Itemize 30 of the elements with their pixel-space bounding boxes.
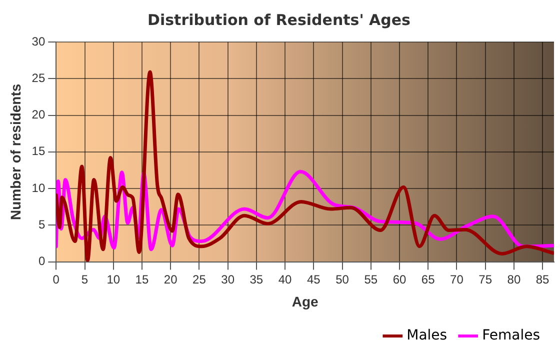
x-tick-label: 15 (135, 272, 149, 286)
x-tick-label: 5 (81, 272, 88, 286)
x-tick-label: 80 (507, 272, 521, 286)
x-tick-label: 55 (364, 272, 378, 286)
x-tick-label: 65 (421, 272, 436, 286)
x-tick-label: 40 (278, 272, 292, 286)
x-tick-label: 70 (450, 272, 464, 286)
y-axis-title: Number of residents (7, 84, 24, 220)
x-tick-label: 60 (392, 272, 406, 286)
x-tick-label: 35 (250, 272, 264, 286)
x-tick-label: 75 (478, 272, 492, 286)
y-tick-label: 10 (32, 180, 46, 195)
x-tick-label: 10 (106, 272, 120, 286)
y-tick-label: 25 (32, 70, 46, 85)
x-tick-label: 85 (536, 272, 550, 286)
chart-title: Distribution of Residents' Ages (148, 10, 411, 29)
y-tick-label: 20 (32, 108, 46, 122)
y-tick-label: 0 (38, 254, 46, 268)
x-axis-title: Age (292, 293, 319, 310)
x-tick-label: 50 (336, 272, 350, 286)
legend-label: Females (482, 328, 540, 344)
legend-label: Males (406, 328, 448, 344)
x-tick-label: 45 (306, 272, 321, 286)
x-tick-label: 20 (164, 272, 178, 286)
y-tick-label: 30 (32, 34, 46, 48)
x-tick-label: 30 (221, 272, 235, 286)
y-tick-label: 5 (38, 217, 46, 232)
x-tick-label: 25 (192, 272, 206, 286)
y-tick-label: 15 (32, 144, 46, 158)
x-tick-label: 0 (52, 272, 60, 286)
